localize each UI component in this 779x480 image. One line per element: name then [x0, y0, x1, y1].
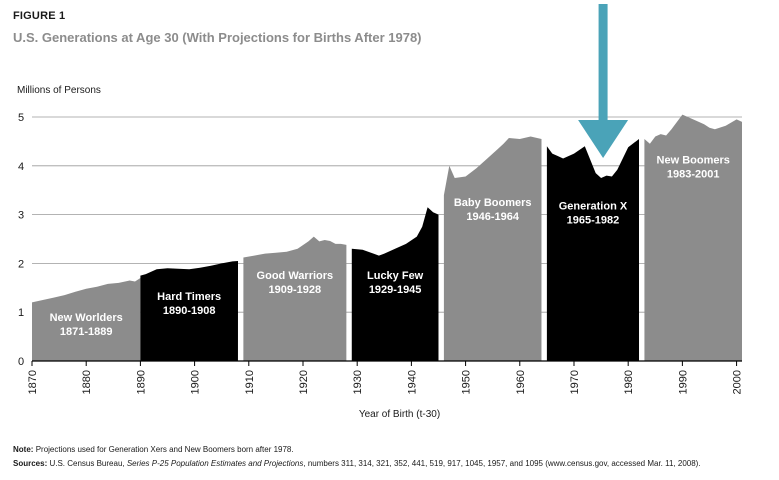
- x-axis-title: Year of Birth (t-30): [358, 409, 441, 420]
- x-tick-label: 1880: [81, 370, 93, 394]
- x-tick-label: 1970: [569, 370, 581, 394]
- x-tick-label: 1920: [298, 370, 310, 394]
- chart-title: U.S. Generations at Age 30 (With Project…: [13, 30, 422, 45]
- sources: Sources: U.S. Census Bureau, Series P-25…: [13, 459, 701, 468]
- y-axis-title: Millions of Persons: [17, 85, 101, 96]
- segment-label-generation-x: Generation X: [559, 201, 628, 213]
- arrow-shaft: [598, 4, 608, 122]
- note-text: Projections used for Generation Xers and…: [35, 445, 294, 454]
- segment-label-good-warriors: Good Warriors: [257, 270, 334, 282]
- area-hard-timers: [140, 261, 238, 361]
- arrow-head-icon: [578, 120, 629, 158]
- sources-text-before: U.S. Census Bureau,: [49, 459, 127, 468]
- segment-label-lucky-few: Lucky Few: [367, 270, 424, 282]
- segment-label-baby-boomers: Baby Boomers: [454, 197, 532, 209]
- segment-years-new-worlders: 1871-1889: [60, 326, 113, 338]
- area-baby-boomers: [443, 136, 542, 361]
- figure-label: FIGURE 1: [13, 10, 66, 22]
- segment-label-hard-timers: Hard Timers: [157, 291, 221, 303]
- area-good-warriors: [243, 236, 347, 361]
- segment-years-hard-timers: 1890-1908: [163, 305, 216, 317]
- segment-years-baby-boomers: 1946-1964: [466, 211, 519, 223]
- y-tick-label: 2: [18, 258, 24, 270]
- y-tick-label: 0: [18, 356, 24, 368]
- x-tick-label: 1930: [352, 370, 364, 394]
- sources-text-after: , numbers 311, 314, 321, 352, 441, 519, …: [303, 459, 701, 468]
- x-tick-label: 1910: [244, 370, 256, 394]
- x-tick-label: 1870: [27, 370, 39, 394]
- area-new-worlders: [32, 278, 141, 361]
- x-tick-label: 1980: [623, 370, 635, 394]
- x-tick-label: 1950: [461, 370, 473, 394]
- y-tick-label: 5: [18, 112, 24, 124]
- segment-label-new-boomers: New Boomers: [657, 154, 730, 166]
- x-tick-label: 1900: [190, 370, 202, 394]
- y-tick-label: 4: [18, 161, 24, 173]
- x-tick-label: 1990: [677, 370, 689, 394]
- note-label: Note:: [13, 445, 34, 454]
- y-tick-label: 3: [18, 210, 24, 222]
- x-tick-label: 1960: [515, 370, 527, 394]
- segment-years-lucky-few: 1929-1945: [369, 284, 422, 296]
- sources-text-italic: Series P-25 Population Estimates and Pro…: [126, 459, 304, 468]
- note: Note: Projections used for Generation Xe…: [13, 445, 294, 454]
- segment-years-new-boomers: 1983-2001: [667, 168, 720, 180]
- x-tick-label: 1940: [406, 370, 418, 394]
- segment-label-new-worlders: New Worlders: [50, 312, 123, 324]
- segment-years-good-warriors: 1909-1928: [269, 284, 322, 296]
- area-lucky-few: [351, 207, 439, 361]
- sources-label: Sources:: [13, 459, 48, 468]
- x-tick-label: 2000: [732, 370, 744, 394]
- chart-area: 0 1 2 3 4 5 New Worlders 1871-1889 Hard Timers 18…: [18, 4, 744, 394]
- segment-years-generation-x: 1965-1982: [567, 215, 620, 227]
- area-new-boomers: [644, 114, 742, 361]
- area-generation-x: [546, 139, 640, 361]
- y-tick-label: 1: [18, 307, 24, 319]
- x-tick-label: 1890: [135, 370, 147, 394]
